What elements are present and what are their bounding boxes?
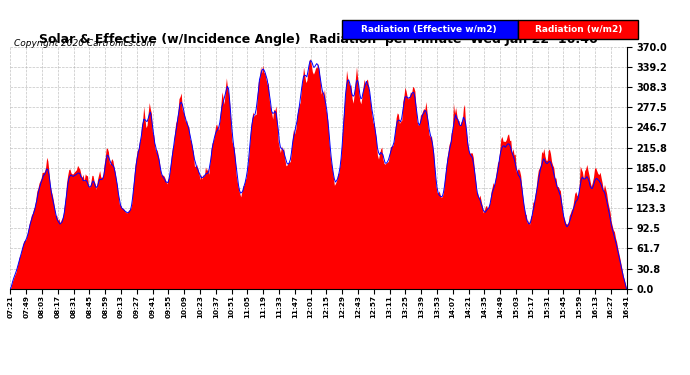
Text: Radiation (w/m2): Radiation (w/m2) bbox=[535, 25, 622, 34]
Title: Solar & Effective (w/Incidence Angle)  Radiation  per Minute  Wed Jan 22  16:46: Solar & Effective (w/Incidence Angle) Ra… bbox=[39, 33, 598, 46]
Text: Radiation (Effective w/m2): Radiation (Effective w/m2) bbox=[362, 25, 497, 34]
Text: Copyright 2020 Cartronics.com: Copyright 2020 Cartronics.com bbox=[14, 39, 155, 48]
